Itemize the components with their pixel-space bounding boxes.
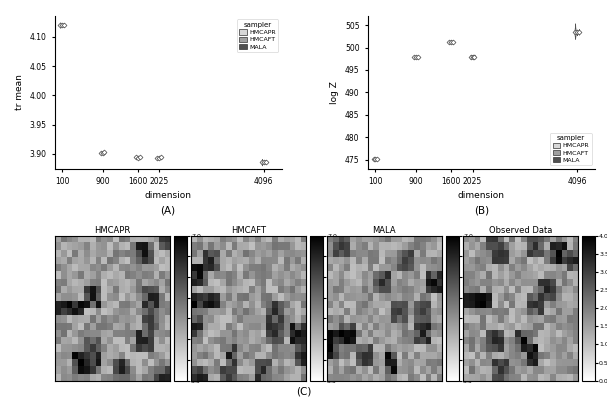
Text: (A): (A) <box>161 205 175 215</box>
Title: Observed Data: Observed Data <box>489 226 552 235</box>
Text: (B): (B) <box>474 205 489 215</box>
X-axis label: dimension: dimension <box>458 192 505 200</box>
Y-axis label: tr mean: tr mean <box>15 75 24 110</box>
Title: MALA: MALA <box>373 226 396 235</box>
Title: HMCAPR: HMCAPR <box>94 226 131 235</box>
Legend: HMCAPR, HMCAFT, MALA: HMCAPR, HMCAFT, MALA <box>237 19 279 52</box>
Text: (C): (C) <box>296 386 311 396</box>
Y-axis label: log Z: log Z <box>330 81 339 104</box>
Legend: HMCAPR, HMCAFT, MALA: HMCAPR, HMCAFT, MALA <box>550 132 592 166</box>
X-axis label: dimension: dimension <box>144 192 192 200</box>
Title: HMCAFT: HMCAFT <box>231 226 266 235</box>
